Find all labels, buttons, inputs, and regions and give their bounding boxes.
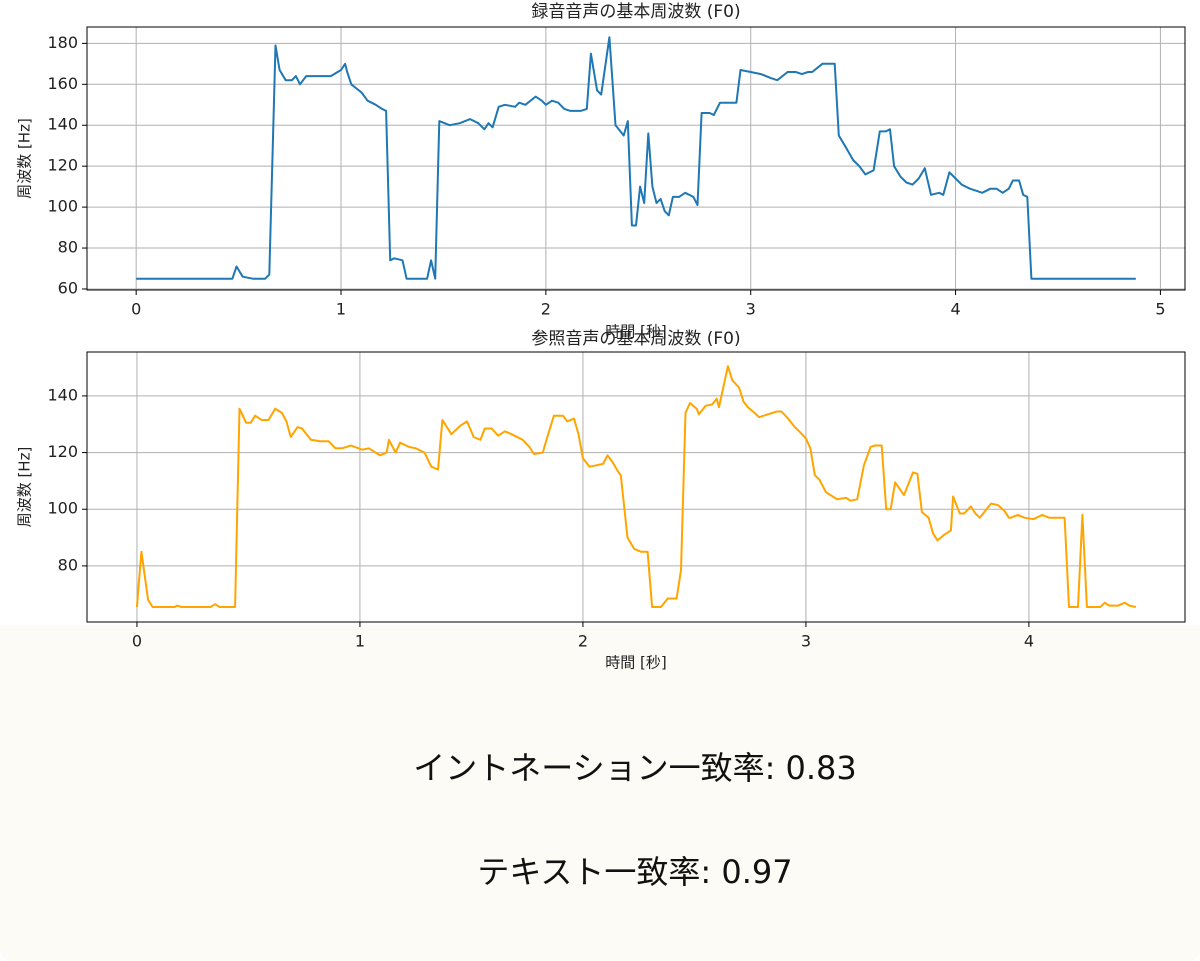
plot-area [87, 27, 1185, 290]
y-tick-label: 80 [58, 555, 78, 574]
x-tick-label: 4 [950, 300, 960, 319]
y-tick-label: 120 [47, 442, 78, 461]
x-tick-label: 4 [1024, 632, 1034, 651]
y-tick-label: 60 [58, 278, 78, 297]
intonation-score: イントネーション一致率: 0.83 [413, 749, 857, 787]
x-axis-label: 時間 [秒] [605, 323, 666, 341]
x-tick-label: 3 [746, 300, 756, 319]
chart-title: 参照音声の基本周波数 (F0) [531, 329, 740, 349]
x-tick-label: 3 [801, 632, 811, 651]
y-axis-label: 周波数 [Hz] [16, 447, 34, 528]
f0-line [135, 365, 1137, 608]
x-tick-label: 1 [336, 300, 346, 319]
y-axis-label: 周波数 [Hz] [16, 118, 34, 199]
result-panel: イントネーション一致率: 0.83 テキスト一致率: 0.97 [0, 625, 1200, 961]
x-tick-label: 2 [578, 632, 588, 651]
chart-title: 録音音声の基本周波数 (F0) [531, 2, 740, 22]
axes-frame [86, 26, 1186, 291]
x-tick-label: 2 [541, 300, 551, 319]
y-tick-label: 80 [58, 238, 78, 257]
y-tick-label: 120 [47, 156, 78, 175]
y-tick-label: 180 [47, 33, 78, 52]
x-tick-label: 0 [132, 632, 142, 651]
x-tick-label: 1 [355, 632, 365, 651]
y-tick-label: 100 [47, 499, 78, 518]
y-tick-label: 160 [47, 74, 78, 93]
axes-frame [86, 351, 1186, 623]
f0-line [136, 36, 1136, 280]
y-tick-label: 140 [47, 115, 78, 134]
plot-area [87, 352, 1185, 622]
y-tick-label: 140 [47, 385, 78, 404]
x-tick-label: 5 [1155, 300, 1165, 319]
text-score: テキスト一致率: 0.97 [477, 853, 793, 891]
x-tick-label: 0 [131, 300, 141, 319]
y-tick-label: 100 [47, 197, 78, 216]
x-axis-label: 時間 [秒] [605, 654, 666, 672]
